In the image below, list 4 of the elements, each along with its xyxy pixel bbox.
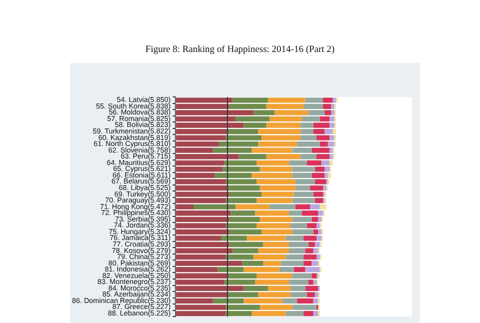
bar [304, 310, 314, 316]
bar [313, 280, 316, 285]
bar [313, 310, 318, 316]
chart-title: Figure 8: Ranking of Happiness: 2014-16 (Part 2) [144, 45, 336, 55]
